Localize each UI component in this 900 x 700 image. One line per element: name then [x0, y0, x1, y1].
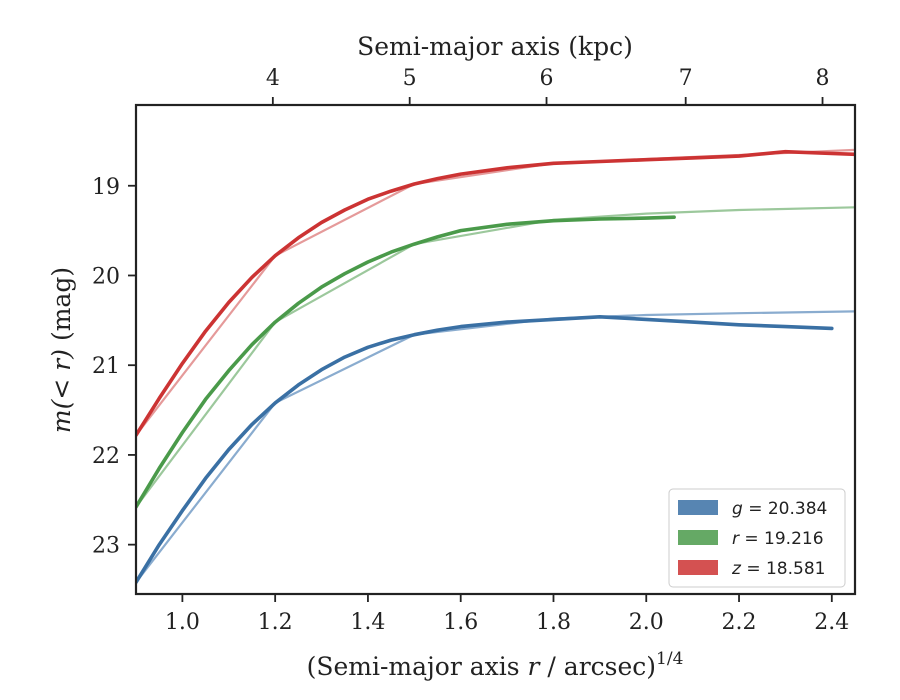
top-tick-label: 6 — [540, 66, 554, 91]
x-tick-label: 1.6 — [443, 610, 478, 635]
legend-entries: g = 20.384 r = 19.216 z = 18.581 — [678, 499, 827, 579]
top-tick-label: 7 — [679, 66, 693, 91]
x-tick-label: 2.0 — [629, 610, 664, 635]
series-line-z — [136, 149, 855, 437]
y-axis-title: m(< r) (mag) — [47, 267, 76, 433]
series-line-r — [136, 215, 676, 509]
x-tick-label: 1.0 — [165, 610, 200, 635]
x-axis-title-var: r — [528, 652, 542, 681]
legend-label-z: z = 18.581 — [731, 559, 825, 579]
top-axis-title: Semi-major axis (kpc) — [357, 32, 633, 61]
legend-label-g: g = 20.384 — [732, 499, 827, 519]
top-tick-label: 5 — [403, 66, 417, 91]
series-layer — [136, 148, 855, 585]
legend-label-r: r = 19.216 — [732, 529, 824, 549]
x-tick-label: 2.2 — [722, 610, 757, 635]
top-tick-label: 4 — [266, 66, 280, 91]
plot-frame — [134, 103, 857, 596]
x-axis-title-post: / arcsec) — [539, 652, 656, 681]
legend-swatch-g — [678, 500, 718, 515]
x-axis-title-pre: (Semi-major axis — [307, 652, 528, 681]
ticks-layer: 1.0 1.2 1.4 1.6 1.8 2.0 2.2 2.4 19 20 21 22 23 4 5 6 7 8 — [92, 66, 849, 635]
y-tick-label: 21 — [92, 354, 120, 379]
y-tick-label: 23 — [92, 534, 120, 559]
y-tick-label: 22 — [92, 444, 120, 469]
x-axis-title-sup: 1/4 — [656, 649, 683, 669]
x-tick-label: 1.8 — [536, 610, 571, 635]
x-axis-title: (Semi-major axis r / arcsec)1/4 — [307, 649, 684, 681]
legend-swatch-z — [678, 560, 718, 575]
y-axis-title-math: m(< r) — [47, 349, 76, 433]
x-tick-label: 2.4 — [814, 610, 849, 635]
series-line-g — [136, 315, 834, 585]
y-tick-label: 20 — [92, 264, 120, 289]
legend: g = 20.384 r = 19.216 z = 18.581 — [668, 488, 846, 588]
legend-swatch-r — [678, 530, 718, 545]
x-tick-label: 1.2 — [258, 610, 293, 635]
y-tick-label: 19 — [92, 175, 120, 200]
top-tick-label: 8 — [816, 66, 830, 91]
x-tick-label: 1.4 — [350, 610, 385, 635]
y-axis-title-unit: (mag) — [47, 267, 76, 341]
